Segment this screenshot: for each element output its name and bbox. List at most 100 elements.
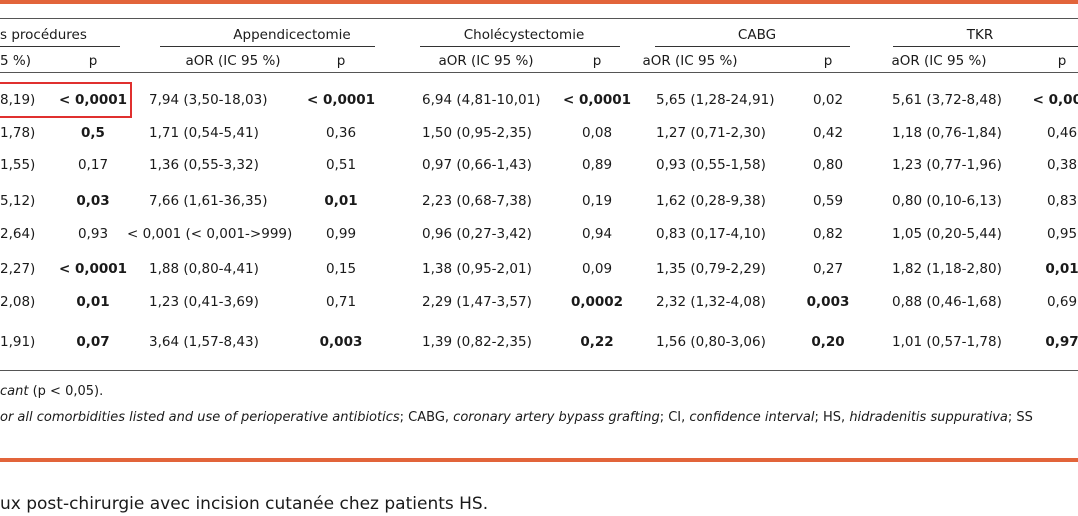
table-cell-aor: 7,94 (3,50-18,03) <box>149 92 268 108</box>
table-cell-aor: 2,08) <box>0 294 36 310</box>
highlight-box <box>0 82 132 118</box>
table-cell-aor: 1,36 (0,55-3,32) <box>149 157 259 173</box>
table-cell-aor: 0,93 (0,55-1,58) <box>656 157 766 173</box>
table-cell-aor: 1,50 (0,95-2,35) <box>422 125 532 141</box>
table-cell-p: < 0,0001 <box>58 261 128 277</box>
footnote-adjustment: or all comorbidities listed and use of p… <box>0 410 400 425</box>
table-cell-p: 0,0002 <box>570 294 624 310</box>
bottom-accent-bar <box>0 458 1078 462</box>
table-cell-aor: 2,27) <box>0 261 36 277</box>
table-cell-aor: 5,12) <box>0 193 36 209</box>
table-cell-p: 0,71 <box>325 294 357 310</box>
table-cell-aor: 6,94 (4,81-10,01) <box>422 92 541 108</box>
table-cell-p: 0,99 <box>325 226 357 242</box>
table-cell-aor: 1,78) <box>0 125 36 141</box>
footnote-sep: ; CABG, <box>399 410 454 425</box>
table-bottom-rule <box>0 370 1078 371</box>
table-cell-aor: 0,88 (0,46-1,68) <box>892 294 1002 310</box>
table-cell-aor: 1,55) <box>0 157 36 173</box>
footnote-cabg: coronary artery bypass grafting <box>453 410 660 425</box>
group-header-2: Cholécystectomie <box>463 27 585 43</box>
subheader-p-4: p <box>1057 53 1067 69</box>
table-cell-aor: 0,80 (0,10-6,13) <box>892 193 1002 209</box>
table-cell-p: 0,51 <box>325 157 357 173</box>
subheader-aor-0: 5 %) <box>0 53 31 69</box>
table-cell-p: 0,82 <box>812 226 844 242</box>
subheader-p-0: p <box>88 53 98 69</box>
table-cell-p: 0,07 <box>76 334 110 350</box>
table-cell-p: 0,80 <box>812 157 844 173</box>
table-cell-aor: 1,62 (0,28-9,38) <box>656 193 766 209</box>
table-cell-p: < 0,0001 <box>562 92 632 108</box>
table-cell-aor: 1,39 (0,82-2,35) <box>422 334 532 350</box>
top-accent-bar <box>0 0 1078 4</box>
table-cell-aor: 1,82 (1,18-2,80) <box>892 261 1002 277</box>
table-cell-p: 0,5 <box>81 125 105 141</box>
table-cell-p: < 0,000 <box>1032 92 1078 108</box>
table-cell-aor: 5,61 (3,72-8,48) <box>892 92 1002 108</box>
table-cell-p: 0,08 <box>581 125 613 141</box>
footnote-abbreviations: or all comorbidities listed and use of p… <box>0 410 1033 425</box>
subheader-p-2: p <box>592 53 602 69</box>
table-cell-p: 0,89 <box>581 157 613 173</box>
group-underline <box>160 46 375 47</box>
table-cell-aor: 2,64) <box>0 226 36 242</box>
subheader-p-1: p <box>336 53 346 69</box>
footnote-significance: cant (p < 0,05). <box>0 384 103 399</box>
table-cell-p: 0,03 <box>76 193 110 209</box>
group-header-3: CABG <box>737 27 777 43</box>
footnote-significance-rest: (p < 0,05). <box>28 384 104 399</box>
table-cell-aor: 0,97 (0,66-1,43) <box>422 157 532 173</box>
group-header-4: TKR <box>966 27 994 43</box>
figure-caption: ux post-chirurgie avec incision cutanée … <box>0 494 489 514</box>
table-cell-aor: 1,35 (0,79-2,29) <box>656 261 766 277</box>
subheader-aor-2: aOR (IC 95 %) <box>438 53 534 69</box>
table-top-rule <box>0 18 1078 19</box>
group-underline <box>0 46 120 47</box>
subheader-p-3: p <box>823 53 833 69</box>
table-cell-p: 0,19 <box>581 193 613 209</box>
table-cell-p: 0,42 <box>812 125 844 141</box>
table-cell-p: 0,97 <box>1045 334 1078 350</box>
table-cell-aor: 1,23 (0,41-3,69) <box>149 294 259 310</box>
subheader-aor-3: aOR (IC 95 %) <box>642 53 738 69</box>
table-cell-p: 0,17 <box>77 157 109 173</box>
group-underline <box>893 46 1078 47</box>
table-cell-aor: 1,23 (0,77-1,96) <box>892 157 1002 173</box>
table-cell-aor: 1,38 (0,95-2,01) <box>422 261 532 277</box>
group-header-0: s procédures <box>0 27 87 43</box>
footnote-sep: ; CI, <box>659 410 690 425</box>
table-cell-aor: 2,23 (0,68-7,38) <box>422 193 532 209</box>
table-cell-aor: 2,32 (1,32-4,08) <box>656 294 766 310</box>
table-cell-aor: 8,19) <box>0 92 36 108</box>
table-cell-aor: 1,01 (0,57-1,78) <box>892 334 1002 350</box>
table-cell-p: 0,27 <box>812 261 844 277</box>
group-header-1: Appendicectomie <box>233 27 351 43</box>
header-rule <box>0 72 1078 73</box>
table-cell-p: 0,01 <box>324 193 358 209</box>
table-cell-p: 0,09 <box>581 261 613 277</box>
table-cell-aor: 1,91) <box>0 334 36 350</box>
table-cell-p: 0,02 <box>812 92 844 108</box>
footnote-hs: hidradenitis suppurativa <box>849 410 1008 425</box>
table-cell-p: 0,36 <box>325 125 357 141</box>
subheader-aor-1: aOR (IC 95 %) <box>185 53 281 69</box>
table-cell-aor: 1,18 (0,76-1,84) <box>892 125 1002 141</box>
footnote-sep: ; SS <box>1007 410 1033 425</box>
table-cell-p: 0,15 <box>325 261 357 277</box>
table-cell-aor: 3,64 (1,57-8,43) <box>149 334 259 350</box>
subheader-aor-4: aOR (IC 95 %) <box>891 53 987 69</box>
table-cell-p: 0,20 <box>811 334 845 350</box>
table-cell-p: 0,94 <box>581 226 613 242</box>
table-cell-aor: 1,56 (0,80-3,06) <box>656 334 766 350</box>
table-cell-p: 0,95 <box>1046 226 1078 242</box>
table-cell-aor: 2,29 (1,47-3,57) <box>422 294 532 310</box>
table-cell-aor: 1,88 (0,80-4,41) <box>149 261 259 277</box>
table-cell-aor: 5,65 (1,28-24,91) <box>656 92 775 108</box>
table-cell-p: 0,003 <box>806 294 850 310</box>
table-cell-p: 0,46 <box>1046 125 1078 141</box>
table-cell-p: 0,93 <box>77 226 109 242</box>
table-cell-aor: 1,71 (0,54-5,41) <box>149 125 259 141</box>
table-cell-aor: 0,83 (0,17-4,10) <box>656 226 766 242</box>
table-cell-aor: 7,66 (1,61-36,35) <box>149 193 268 209</box>
